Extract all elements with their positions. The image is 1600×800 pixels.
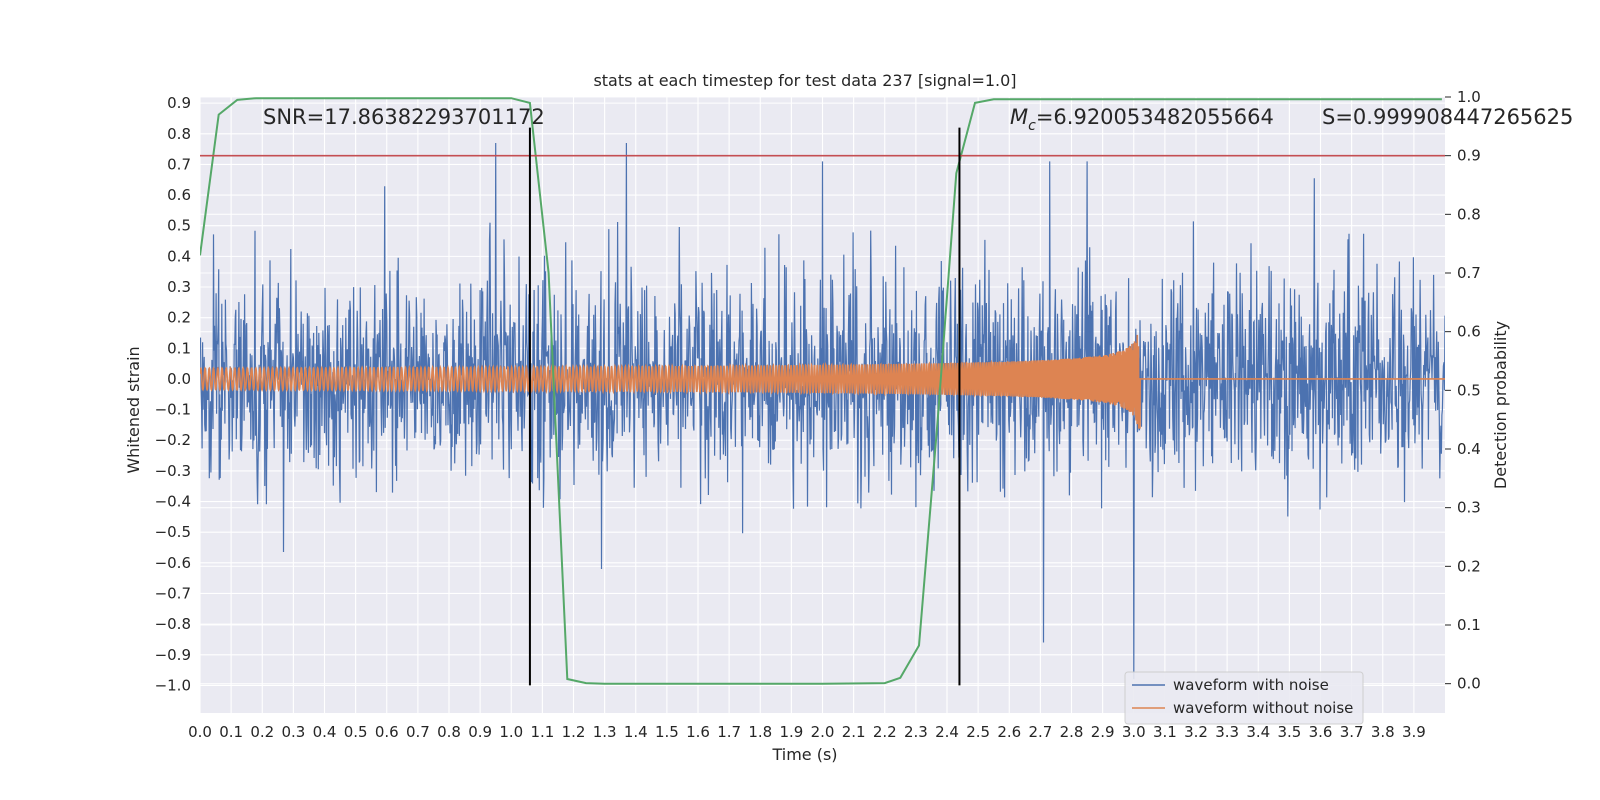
x-tick-label: 1.9	[779, 723, 803, 741]
x-tick-label: 3.7	[1340, 723, 1364, 741]
y-tick-label: 0.3	[167, 278, 191, 296]
y2-tick-label: 0.8	[1457, 205, 1481, 223]
y2-tick-label: 0.9	[1457, 147, 1481, 165]
x-tick-label: 0.1	[219, 723, 243, 741]
y2-axis-label: Detection probability	[1491, 321, 1510, 489]
x-tick-label: 3.3	[1215, 723, 1239, 741]
legend: waveform with noise waveform without noi…	[1124, 671, 1364, 725]
y-tick-label: −0.1	[155, 401, 191, 419]
x-tick-label: 3.9	[1402, 723, 1426, 741]
x-tick-label: 1.1	[530, 723, 554, 741]
y-tick-label: −0.4	[155, 493, 191, 511]
y-tick-labels: 0.9 0.8 0.7 0.6 0.5 0.4 0.3 0.2 0.1 0.0 −0.1 −0.2 −0…	[155, 94, 191, 694]
chirp-mass-annotation: Mc=6.920053482055664	[1010, 105, 1274, 134]
x-tick-label: 2.9	[1091, 723, 1115, 741]
y2-tick-label: 0.6	[1457, 323, 1481, 341]
x-tick-label: 0.6	[375, 723, 399, 741]
legend-label-waveform-with-noise: waveform with noise	[1173, 676, 1329, 694]
x-tick-label: 2.0	[811, 723, 835, 741]
y-tick-label: 0.5	[167, 217, 191, 235]
x-tick-label: 3.5	[1277, 723, 1301, 741]
x-tick-label: 0.2	[250, 723, 274, 741]
y-tick-label: 0.4	[167, 247, 191, 265]
x-axis-label: Time (s)	[771, 745, 837, 764]
x-tick-label: 1.2	[562, 723, 586, 741]
y2-tick-label: 1.0	[1457, 88, 1481, 106]
x-tick-label: 3.0	[1122, 723, 1146, 741]
y2-tick-label: 0.0	[1457, 675, 1481, 693]
y2-tick-label: 0.4	[1457, 440, 1481, 458]
y2-tick-label: 0.7	[1457, 264, 1481, 282]
y-tick-label: 0.1	[167, 339, 191, 357]
y-tick-label: 0.0	[167, 370, 191, 388]
y-tick-label: −1.0	[155, 676, 191, 694]
x-tick-label: 1.0	[499, 723, 523, 741]
y-tick-label: 0.2	[167, 309, 191, 327]
s-annotation: S=0.999908447265625	[1322, 105, 1573, 129]
x-tick-label: 1.3	[593, 723, 617, 741]
y-tick-label: −0.5	[155, 523, 191, 541]
series-waveform-without-noise	[200, 334, 1445, 429]
x-tick-label: 3.2	[1184, 723, 1208, 741]
x-tick-label: 1.7	[717, 723, 741, 741]
x-tick-label: 3.8	[1371, 723, 1395, 741]
series-layer	[200, 97, 1445, 685]
x-tick-labels: 0.0 0.1 0.2 0.3 0.4 0.5 0.6 0.7 0.8 0.9 1.0 1.1 1.2 1…	[188, 723, 1426, 741]
y-tick-label: 0.8	[167, 125, 191, 143]
x-tick-label: 0.5	[344, 723, 368, 741]
x-tick-label: 3.6	[1309, 723, 1333, 741]
x-tick-label: 1.8	[748, 723, 772, 741]
chirp-mass-value: =6.920053482055664	[1036, 105, 1274, 129]
x-tick-label: 0.8	[437, 723, 461, 741]
y2-tick-label: 0.2	[1457, 557, 1481, 575]
x-tick-label: 0.0	[188, 723, 212, 741]
legend-label-waveform-without-noise: waveform without noise	[1173, 699, 1353, 717]
plot-clip-group	[200, 97, 1445, 685]
x-tick-label: 2.5	[966, 723, 990, 741]
x-tick-label: 3.1	[1153, 723, 1177, 741]
x-tick-label: 0.7	[406, 723, 430, 741]
x-tick-label: 1.4	[624, 723, 648, 741]
legend-box	[1124, 671, 1364, 725]
y-tick-label: 0.9	[167, 94, 191, 112]
y2-tick-label: 0.3	[1457, 499, 1481, 517]
y-tick-label: −0.8	[155, 615, 191, 633]
snr-annotation: SNR=17.86382293701172	[263, 105, 545, 129]
series-waveform-with-noise	[200, 142, 1445, 680]
y-axis-label: Whitened strain	[124, 346, 143, 473]
x-tick-label: 2.1	[842, 723, 866, 741]
x-tick-label: 2.6	[997, 723, 1021, 741]
y-tick-label: 0.7	[167, 155, 191, 173]
x-tick-label: 0.3	[281, 723, 305, 741]
x-tick-label: 2.7	[1028, 723, 1052, 741]
chirp-mass-symbol: M	[1010, 105, 1028, 129]
x-tick-label: 0.9	[468, 723, 492, 741]
y-tick-label: −0.6	[155, 554, 191, 572]
x-tick-label: 1.5	[655, 723, 679, 741]
y2-tick-label: 0.1	[1457, 616, 1481, 634]
y-tick-label: 0.6	[167, 186, 191, 204]
y-tick-label: −0.2	[155, 431, 191, 449]
y-tick-label: −0.3	[155, 462, 191, 480]
chart-title: stats at each timestep for test data 237…	[593, 71, 1016, 90]
chirp-mass-subscript: c	[1028, 118, 1036, 134]
x-tick-label: 0.4	[313, 723, 337, 741]
series-detection-probability	[200, 97, 1442, 685]
y-tick-label: −0.7	[155, 584, 191, 602]
x-tick-label: 1.6	[686, 723, 710, 741]
x-tick-label: 3.4	[1246, 723, 1270, 741]
overlay-layer	[200, 127, 1445, 686]
x-tick-label: 2.3	[904, 723, 928, 741]
y-tick-label: −0.9	[155, 646, 191, 664]
y2-tick-label: 0.5	[1457, 381, 1481, 399]
x-tick-label: 2.8	[1060, 723, 1084, 741]
y2-tick-labels: 1.0 0.9 0.8 0.7 0.6 0.5 0.4 0.3 0.2 0.1 0.0	[1445, 88, 1481, 693]
x-tick-label: 2.4	[935, 723, 959, 741]
x-tick-label: 2.2	[873, 723, 897, 741]
